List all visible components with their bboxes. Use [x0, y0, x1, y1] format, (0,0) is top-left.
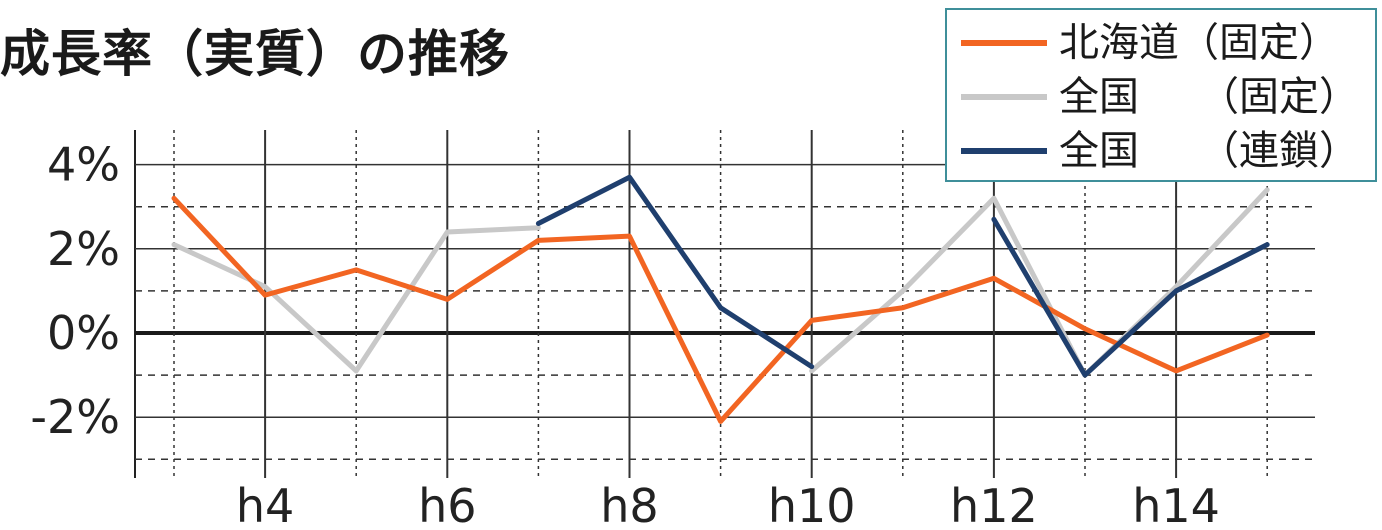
series-lines [171, 174, 1270, 424]
legend-label: 北海道（固定） [1059, 20, 1339, 66]
y-tick-label: 2% [47, 222, 120, 276]
legend-swatch [961, 94, 1047, 100]
x-tick-label: h4 [236, 479, 294, 530]
x-tick-label: h14 [1132, 479, 1220, 530]
chart-title: 成長率（実質）の推移 [0, 25, 510, 83]
series-line-2 [991, 216, 1270, 378]
grid [134, 130, 1315, 478]
y-tick-label: 4% [47, 138, 120, 192]
y-tick-label: -2% [30, 390, 120, 444]
legend-swatch [961, 148, 1047, 154]
x-tick-label: h6 [418, 479, 476, 530]
legend-label: 全国 （固定） [1059, 74, 1359, 120]
x-tick-label: h12 [950, 479, 1038, 530]
series-line-2 [535, 174, 815, 370]
tick-labels: 4% 2% 0% -2% h4 h6 h8 h10 h12 h14 [30, 138, 1220, 530]
x-tick-label: h8 [600, 479, 658, 530]
series-line-1 [809, 187, 1270, 378]
legend-swatch [961, 40, 1047, 46]
x-tick-label: h10 [768, 479, 856, 530]
legend: 北海道（固定） 全国 （固定） 全国 （連鎖） [945, 8, 1377, 182]
legend-label: 全国 （連鎖） [1059, 128, 1359, 174]
y-tick-label: 0% [47, 306, 120, 360]
legend-item: 全国 （固定） [947, 72, 1377, 122]
legend-item: 全国 （連鎖） [947, 126, 1377, 176]
legend-item: 北海道（固定） [947, 18, 1377, 68]
